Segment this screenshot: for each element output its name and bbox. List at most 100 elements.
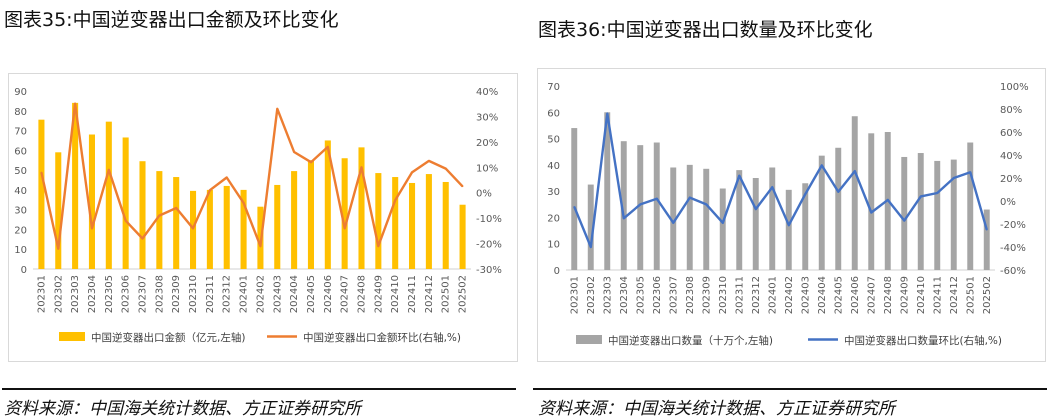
line-point bbox=[209, 189, 211, 191]
x-axis-tick-label: 202305 bbox=[104, 275, 115, 313]
legend-swatch-bar bbox=[576, 335, 602, 344]
left-axis-tick-label: 90 bbox=[14, 87, 27, 98]
x-axis-tick-label: 202306 bbox=[652, 276, 663, 314]
bar bbox=[835, 147, 842, 270]
bar bbox=[950, 159, 957, 270]
line-point bbox=[820, 164, 823, 167]
bar bbox=[274, 184, 281, 269]
line-point bbox=[754, 208, 757, 210]
bar bbox=[72, 102, 79, 269]
divider-right bbox=[533, 388, 1047, 390]
x-axis-tick-label: 202409 bbox=[899, 276, 910, 314]
line-point bbox=[919, 195, 922, 198]
x-axis-tick-label: 202303 bbox=[70, 275, 81, 313]
bar bbox=[122, 137, 129, 269]
line-point bbox=[108, 169, 110, 171]
line-point bbox=[276, 108, 279, 110]
x-axis-tick-label: 202410 bbox=[916, 276, 927, 314]
right-axis-tick-label: 10% bbox=[476, 163, 498, 174]
line-point bbox=[655, 197, 658, 200]
bar bbox=[901, 156, 908, 270]
line-point bbox=[639, 203, 642, 206]
line-point bbox=[870, 211, 873, 214]
source-right: 资料来源：中国海关统计数据、方正证券研究所 bbox=[538, 399, 895, 419]
x-axis-tick-label: 202301 bbox=[569, 276, 580, 314]
chart-title-left: 图表35:中国逆变器出口金额及环比变化 bbox=[4, 9, 339, 31]
line-point bbox=[394, 199, 396, 202]
x-axis-tick-label: 202404 bbox=[817, 276, 828, 314]
x-axis-tick-label: 202406 bbox=[323, 275, 334, 313]
x-axis-tick-label: 202408 bbox=[357, 275, 368, 313]
left-axis-tick-label: 50 bbox=[547, 135, 560, 146]
line-point bbox=[606, 112, 609, 115]
bar bbox=[88, 134, 95, 269]
bar bbox=[38, 119, 45, 269]
left-axis-tick-label: 30 bbox=[14, 206, 27, 217]
line-point bbox=[428, 160, 430, 162]
bar bbox=[240, 189, 247, 269]
line-point bbox=[672, 222, 675, 224]
chart-area-right: 0 10 20 30 40 50 60 70 -60% -40% -20% 0% 20% 40% 60% 80… bbox=[537, 68, 1046, 362]
bar bbox=[409, 182, 416, 269]
line-point bbox=[771, 186, 774, 188]
x-axis-tick-label: 202402 bbox=[255, 275, 266, 313]
line-point bbox=[903, 219, 906, 222]
x-axis-tick-label: 202401 bbox=[239, 275, 250, 313]
x-axis-tick-label: 202405 bbox=[833, 276, 844, 314]
bar bbox=[571, 128, 578, 270]
bar bbox=[802, 183, 809, 270]
left-axis-tick-label: 40 bbox=[547, 161, 560, 172]
line-point bbox=[985, 228, 988, 231]
bar bbox=[719, 188, 726, 270]
bar bbox=[934, 160, 941, 270]
bar bbox=[358, 147, 365, 269]
line-point bbox=[461, 185, 464, 188]
line-point bbox=[91, 227, 93, 230]
bar bbox=[173, 177, 180, 269]
bar bbox=[156, 171, 163, 269]
right-axis-tick-label: 20% bbox=[476, 138, 498, 149]
line-point bbox=[721, 222, 724, 224]
bar bbox=[670, 167, 677, 270]
bar bbox=[105, 121, 112, 270]
line-point bbox=[259, 245, 262, 247]
x-axis-tick-label: 202304 bbox=[619, 276, 630, 314]
line-point bbox=[969, 171, 972, 174]
series-line bbox=[40, 102, 464, 250]
line-point bbox=[936, 192, 939, 194]
bar bbox=[620, 141, 627, 270]
x-axis-tick-label: 202306 bbox=[121, 275, 132, 313]
right-axis-tick-label: 40% bbox=[476, 87, 498, 98]
line-point bbox=[589, 246, 592, 248]
bar bbox=[223, 185, 230, 269]
left-axis-tick-label: 10 bbox=[14, 245, 27, 256]
right-axis-tick-label: 30% bbox=[476, 112, 498, 123]
bar bbox=[341, 158, 348, 269]
left-axis-tick-label: 10 bbox=[547, 240, 560, 251]
x-axis-tick-label: 202307 bbox=[138, 275, 149, 313]
bar bbox=[917, 153, 924, 270]
right-axis-tick-label: -30% bbox=[476, 265, 502, 276]
line-point bbox=[688, 196, 691, 199]
line-point bbox=[622, 217, 625, 220]
source-left: 资料来源：中国海关统计数据、方正证券研究所 bbox=[4, 399, 361, 419]
x-axis-tick-label: 202501 bbox=[441, 275, 452, 313]
left-axis-tick-label: 60 bbox=[14, 146, 27, 157]
legend-label-bar: 中国逆变器出口金额（亿元,左轴) bbox=[91, 331, 245, 344]
bar bbox=[206, 189, 213, 269]
right-axis-tick-label: 100% bbox=[1000, 82, 1029, 93]
bar bbox=[769, 167, 776, 270]
line-point bbox=[853, 170, 856, 172]
x-axis-tick-label: 202310 bbox=[718, 276, 729, 314]
x-axis-tick-label: 202407 bbox=[340, 275, 351, 313]
line-point bbox=[738, 174, 741, 177]
bar bbox=[291, 171, 298, 269]
left-axis-tick-label: 70 bbox=[547, 82, 560, 93]
line-point bbox=[327, 146, 329, 148]
x-axis-tick-label: 202405 bbox=[306, 275, 317, 313]
x-axis-tick-label: 202309 bbox=[171, 275, 182, 313]
x-axis-tick-label: 202307 bbox=[668, 276, 679, 314]
line-point bbox=[293, 151, 295, 153]
right-axis-tick-label: 20% bbox=[1000, 174, 1022, 185]
line-point bbox=[705, 203, 708, 206]
